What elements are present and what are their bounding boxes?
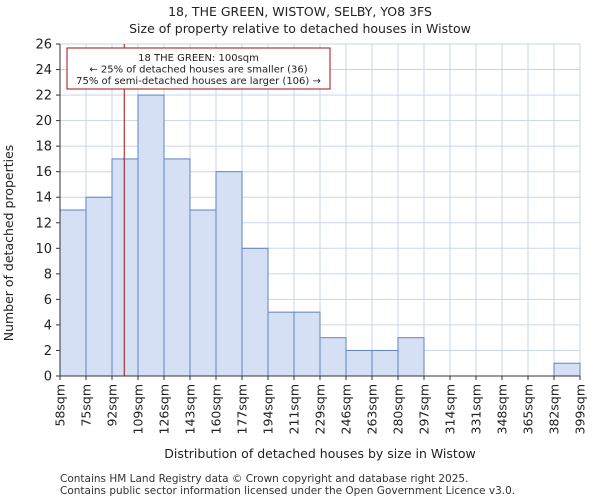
y-tick-label: 0 [44,370,52,385]
x-tick-label: 263sqm [365,384,380,434]
bar [163,158,191,377]
y-tick-label: 18 [35,140,52,155]
x-tick-label: 194sqm [261,384,276,434]
bar [397,337,425,377]
footer-line-2: Contains public sector information licen… [60,485,516,497]
x-tick-label: 314sqm [443,384,458,434]
x-tick-label: 143sqm [183,384,198,434]
bar [215,171,243,377]
y-tick-label: 6 [44,293,52,308]
y-tick-label: 26 [35,38,52,53]
footer-line-1: Contains HM Land Registry data © Crown c… [60,473,469,485]
bar [137,94,165,377]
bars [59,94,581,377]
bar [345,349,373,377]
bar [267,311,295,377]
y-tick-label: 24 [35,63,52,78]
x-tick-labels: 58sqm 75sqm 92sqm 109sqm 126sqm 143sqm 160sqm 1… [53,376,588,434]
y-tick-label: 14 [35,191,52,206]
bar [85,196,113,377]
x-tick-label: 75sqm [79,384,94,427]
y-tick-label: 4 [44,318,52,333]
chart-subtitle: Size of property relative to detached ho… [129,21,471,36]
bar [111,158,139,377]
annotation-line: ← 25% of detached houses are smaller (36… [89,65,307,76]
x-tick-label: 177sqm [235,384,250,434]
bar [371,349,399,377]
annotation-frame [66,47,331,90]
x-axis-label: Distribution of detached houses by size … [164,446,475,461]
x-tick-label: 246sqm [339,384,354,434]
x-tick-label: 58sqm [53,384,68,427]
bar [319,337,347,377]
bar [189,209,217,377]
y-tick-label: 2 [44,344,52,359]
bar [241,247,269,377]
y-tick-label: 16 [35,165,52,180]
x-tick-label: 109sqm [131,384,146,434]
annotation-line: 18 THE GREEN: 100sqm [138,53,259,64]
x-tick-label: 211sqm [287,384,302,434]
y-tick-label: 12 [35,216,52,231]
x-tick-label: 160sqm [209,384,224,434]
y-axis-label: Number of detached properties [1,145,16,342]
bar [553,362,581,377]
x-tick-label: 126sqm [157,384,172,434]
annotation-line: 75% of semi-detached houses are larger (… [76,76,321,87]
x-tick-label: 348sqm [495,384,510,434]
x-tick-label: 382sqm [547,384,562,434]
y-tick-label: 8 [44,267,52,282]
x-tick-label: 280sqm [391,384,406,434]
bar [293,311,321,377]
x-tick-label: 331sqm [469,384,484,434]
x-tick-label: 399sqm [573,384,588,434]
x-tick-label: 297sqm [417,384,432,434]
bar [59,209,87,377]
annotation-box: 18 THE GREEN: 100sqm← 25% of detached ho… [66,47,331,90]
x-tick-label: 92sqm [105,384,120,427]
chart-title: 18, THE GREEN, WISTOW, SELBY, YO8 3FS [168,4,432,19]
x-tick-label: 365sqm [521,384,536,434]
y-tick-label: 20 [35,114,52,129]
y-tick-label: 10 [35,242,52,257]
x-tick-label: 229sqm [313,384,328,434]
y-tick-label: 22 [35,89,52,104]
